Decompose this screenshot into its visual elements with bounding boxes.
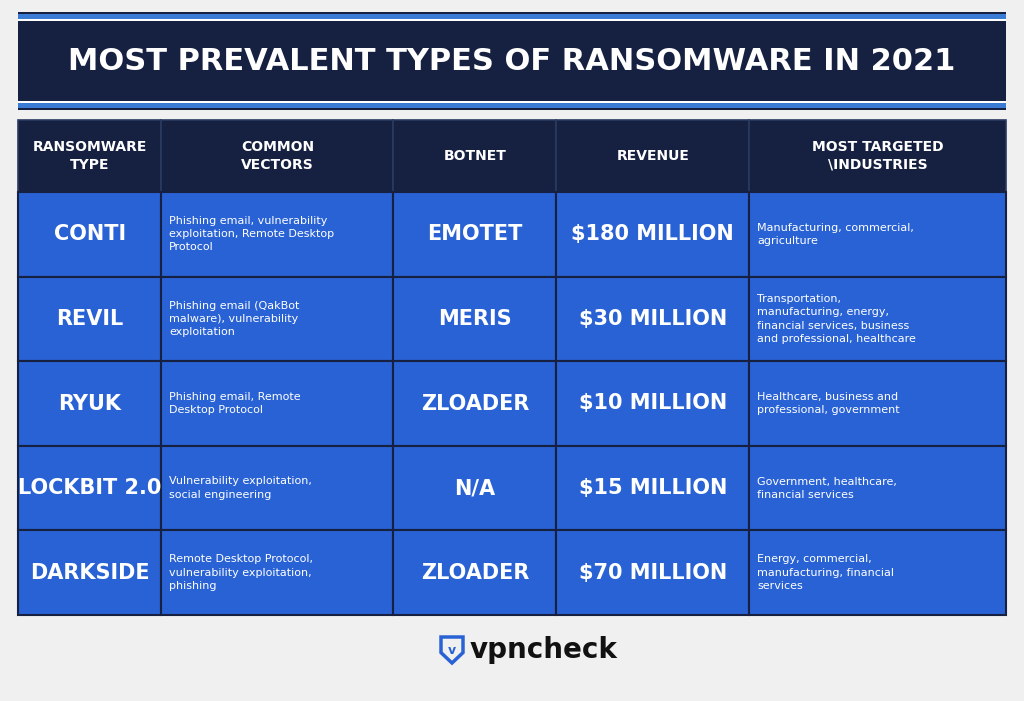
Bar [161, 531, 393, 615]
Text: $10 MILLION: $10 MILLION [579, 393, 727, 414]
Text: EMOTET: EMOTET [427, 224, 522, 245]
Text: REVENUE: REVENUE [616, 149, 689, 163]
Text: ZLOADER: ZLOADER [421, 393, 529, 414]
Bar [18, 19, 1006, 21]
Text: MOST PREVALENT TYPES OF RANSOMWARE IN 2021: MOST PREVALENT TYPES OF RANSOMWARE IN 20… [69, 46, 955, 76]
Bar [750, 277, 1006, 361]
Text: Government, healthcare,
financial services: Government, healthcare, financial servic… [757, 477, 897, 500]
Text: DARKSIDE: DARKSIDE [30, 563, 150, 583]
Text: Vulnerability exploitation,
social engineering: Vulnerability exploitation, social engin… [169, 477, 312, 500]
Bar [393, 531, 556, 615]
Bar [556, 446, 750, 531]
Text: $180 MILLION: $180 MILLION [571, 224, 734, 245]
Bar [750, 531, 1006, 615]
Bar [556, 192, 750, 277]
Text: Phishing email, vulnerability
exploitation, Remote Desktop
Protocol: Phishing email, vulnerability exploitati… [169, 216, 335, 252]
Text: Phishing email (QakBot
malware), vulnerability
exploitation: Phishing email (QakBot malware), vulnera… [169, 301, 300, 337]
Text: Healthcare, business and
professional, government: Healthcare, business and professional, g… [757, 392, 900, 415]
Text: COMMON
VECTORS: COMMON VECTORS [241, 140, 314, 172]
Bar [161, 120, 393, 192]
Bar [18, 103, 1006, 108]
Bar [393, 277, 556, 361]
Text: N/A: N/A [455, 478, 496, 498]
Bar [556, 531, 750, 615]
Bar [18, 14, 1006, 19]
Bar [18, 531, 161, 615]
Bar [750, 361, 1006, 446]
Bar [750, 446, 1006, 531]
Bar [18, 192, 161, 277]
Bar [161, 361, 393, 446]
Bar [750, 120, 1006, 192]
Bar [556, 361, 750, 446]
Text: BOTNET: BOTNET [443, 149, 507, 163]
Bar [556, 120, 750, 192]
Text: Phishing email, Remote
Desktop Protocol: Phishing email, Remote Desktop Protocol [169, 392, 301, 415]
Text: RYUK: RYUK [58, 393, 121, 414]
Text: v: v [447, 644, 456, 658]
Text: ZLOADER: ZLOADER [421, 563, 529, 583]
Text: MOST TARGETED
\INDUSTRIES: MOST TARGETED \INDUSTRIES [812, 140, 943, 172]
Text: LOCKBIT 2.0: LOCKBIT 2.0 [18, 478, 162, 498]
Bar [18, 12, 1006, 110]
Bar [393, 361, 556, 446]
Text: REVIL: REVIL [56, 309, 123, 329]
Text: $70 MILLION: $70 MILLION [579, 563, 727, 583]
Bar [18, 101, 1006, 103]
Bar [750, 192, 1006, 277]
Bar [393, 120, 556, 192]
Bar [161, 446, 393, 531]
Bar [18, 277, 161, 361]
Text: Manufacturing, commercial,
agriculture: Manufacturing, commercial, agriculture [757, 223, 914, 246]
Text: Remote Desktop Protocol,
vulnerability exploitation,
phishing: Remote Desktop Protocol, vulnerability e… [169, 554, 313, 591]
Text: vpncheck: vpncheck [470, 636, 617, 664]
Text: $15 MILLION: $15 MILLION [579, 478, 727, 498]
Bar [161, 277, 393, 361]
Bar [18, 446, 161, 531]
Text: MERIS: MERIS [438, 309, 512, 329]
Bar [18, 361, 161, 446]
Bar [18, 120, 161, 192]
Bar [161, 192, 393, 277]
Text: RANSOMWARE
TYPE: RANSOMWARE TYPE [33, 140, 146, 172]
Text: Energy, commercial,
manufacturing, financial
services: Energy, commercial, manufacturing, finan… [757, 554, 894, 591]
Bar [393, 446, 556, 531]
Text: $30 MILLION: $30 MILLION [579, 309, 727, 329]
Bar [556, 277, 750, 361]
Text: Transportation,
manufacturing, energy,
financial services, business
and professi: Transportation, manufacturing, energy, f… [757, 294, 916, 343]
Text: CONTI: CONTI [53, 224, 126, 245]
Bar [393, 192, 556, 277]
